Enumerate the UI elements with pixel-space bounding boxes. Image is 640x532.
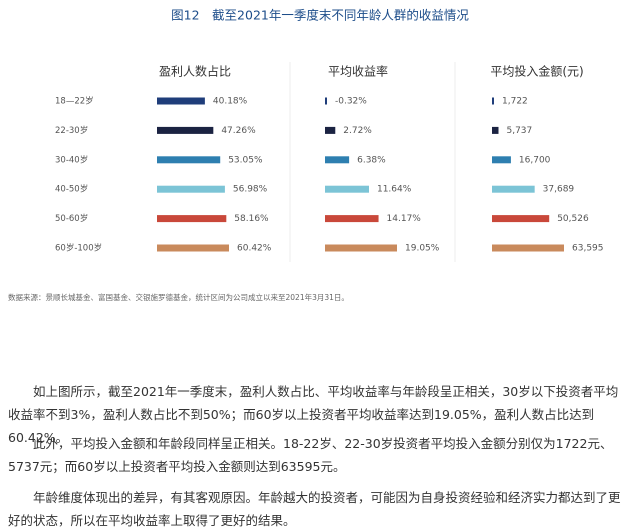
category-label: 18—22岁 <box>55 96 94 107</box>
bar <box>492 126 499 134</box>
value-label: 47.26% <box>221 126 256 136</box>
value-label: 16,700 <box>519 155 551 165</box>
bar <box>492 156 511 164</box>
value-label: 11.64% <box>377 185 412 195</box>
bar <box>157 215 227 223</box>
value-label: 56.98% <box>233 185 268 195</box>
category-label: 60岁-100岁 <box>55 243 102 254</box>
value-label: 5,737 <box>506 126 532 136</box>
value-label: 37,689 <box>543 185 575 195</box>
paragraph: 此外，平均投入金额和年龄段同样呈正相关。18-22岁、22-30岁投资者平均投入… <box>8 436 613 474</box>
category-label: 22-30岁 <box>55 125 88 136</box>
paragraph: 年龄维度体现出的差异，有其客观原因。年龄越大的投资者，可能因为自身投资经验和经济… <box>8 490 621 528</box>
source-note: 数据来源：景顺长城基金、富国基金、交银施罗德基金，统计区间为公司成立以来至202… <box>8 292 349 302</box>
bar <box>325 185 369 193</box>
value-label: 14.17% <box>387 214 422 224</box>
value-label: 2.72% <box>343 126 372 136</box>
value-label: 63,595 <box>572 244 604 254</box>
panel-title: 平均投入金额(元) <box>490 64 583 79</box>
value-label: 19.05% <box>405 244 440 254</box>
value-label: 53.05% <box>228 155 263 165</box>
value-label: 40.18% <box>213 97 248 107</box>
figure: 图12 截至2021年一季度末不同年龄人群的收益情况 数据来源：景顺长城基金、富… <box>8 8 604 303</box>
figure-title: 图12 截至2021年一季度末不同年龄人群的收益情况 <box>171 8 469 23</box>
bar <box>492 215 550 223</box>
bar <box>492 185 535 193</box>
value-label: 50,526 <box>557 214 589 224</box>
value-label: 60.42% <box>237 244 272 254</box>
category-label: 30-40岁 <box>55 154 88 165</box>
bar <box>325 244 397 252</box>
category-label: 50-60岁 <box>55 213 88 224</box>
bar <box>157 126 214 134</box>
bar <box>325 215 379 223</box>
bar <box>157 97 205 105</box>
paragraph: 如上图所示，截至2021年一季度末，盈利人数占比、平均收益率与年龄段呈正相关，3… <box>8 384 619 445</box>
panel-title: 盈利人数占比 <box>159 64 231 79</box>
bar <box>157 244 229 252</box>
bar <box>325 126 336 134</box>
value-label: 6.38% <box>357 155 386 165</box>
bar <box>157 156 221 164</box>
value-label: 1,722 <box>502 97 528 107</box>
bar <box>325 156 350 164</box>
value-label: 58.16% <box>234 214 269 224</box>
value-label: -0.32% <box>335 97 367 107</box>
bar <box>157 185 225 193</box>
bar <box>325 97 327 105</box>
panel-title: 平均收益率 <box>328 64 388 79</box>
bar <box>492 97 494 105</box>
category-label: 40-50岁 <box>55 184 88 195</box>
bar <box>492 244 564 252</box>
